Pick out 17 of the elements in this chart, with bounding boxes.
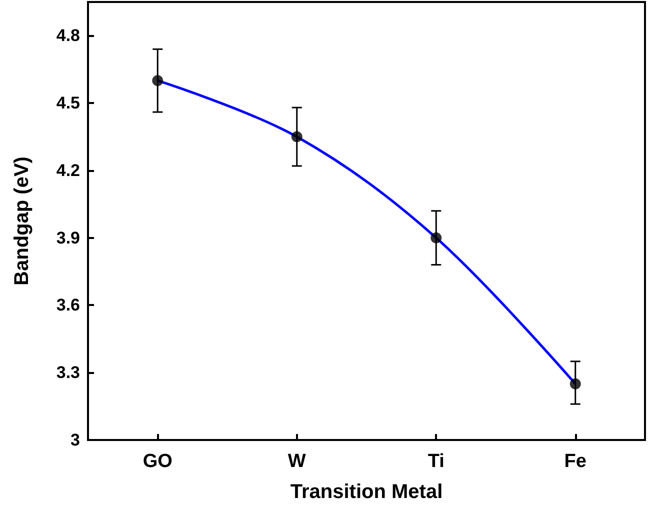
point xyxy=(570,378,581,390)
y-tick-label: 3.6 xyxy=(56,296,80,315)
x-axis-title: Transition Metal xyxy=(290,481,443,503)
point xyxy=(291,131,302,142)
y-tick-label: 3.3 xyxy=(56,363,80,382)
y-tick-label: 4.8 xyxy=(56,26,80,46)
y-tick-label: 3.9 xyxy=(56,228,80,248)
y-tick-label: 4.5 xyxy=(56,94,80,113)
y-tick-label: 3 xyxy=(70,430,80,450)
x-tick-label: Fe xyxy=(564,451,586,472)
point xyxy=(152,75,164,86)
point xyxy=(430,232,442,244)
x-tick-label: Ti xyxy=(428,451,444,472)
y-tick-label: 4.2 xyxy=(56,160,80,180)
x-tick-label: GO xyxy=(142,451,172,472)
y-axis-title: Bandgap (eV) xyxy=(11,156,33,286)
x-tick-label: W xyxy=(288,451,306,472)
